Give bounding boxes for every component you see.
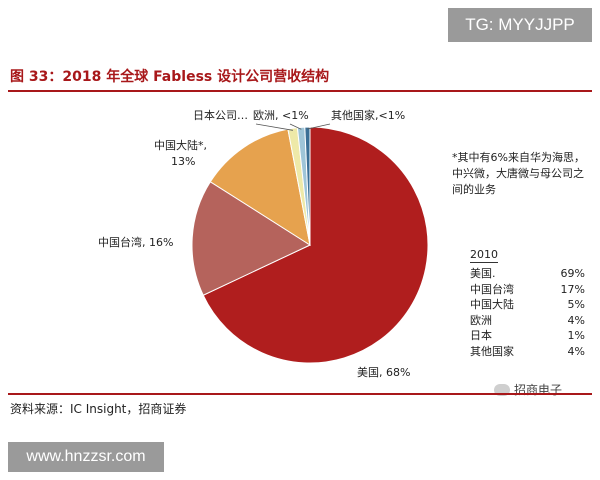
- legend-2010: 2010 美国. 69% 中国台湾 17% 中国大陆 5% 欧洲 4% 日本 1…: [470, 247, 585, 359]
- pie-slice-usa: [202, 126, 429, 364]
- slice-label-taiwan: 中国台湾, 16%: [98, 235, 173, 249]
- legend-label: 欧洲: [470, 313, 492, 327]
- legend-row: 中国台湾 17%: [470, 282, 585, 298]
- source-text: 资料来源：IC Insight，招商证券: [10, 402, 187, 416]
- slice-label-usa: 美国, 68%: [357, 366, 410, 379]
- footnote: *其中有6%来自华为海思，中兴微，大唐微与母公司之间的业务: [452, 151, 585, 196]
- legend-title: 2010: [470, 248, 498, 263]
- leader-line-europe: [289, 123, 302, 130]
- pie-slice-mainland: [209, 128, 311, 247]
- legend-value: 4%: [567, 313, 585, 327]
- legend-row: 其他国家 4%: [470, 344, 585, 360]
- slice-label-mainland-line2: 13%: [171, 155, 195, 168]
- legend-label: 其他国家: [470, 344, 514, 358]
- slice-label-japan: 日本公司…: [193, 108, 248, 122]
- watermark-logo-text: 招商电子: [514, 383, 563, 397]
- legend-row: 中国大陆 5%: [470, 297, 585, 313]
- legend-label: 日本: [470, 329, 492, 342]
- legend-label: 中国台湾: [470, 282, 514, 296]
- slice-label-mainland-line1: 中国大陆*,: [154, 138, 207, 152]
- chart-title: 图 33：2018 年全球 Fabless 设计公司营收结构: [10, 69, 330, 85]
- legend-value: 17%: [560, 282, 585, 296]
- source-divider: [8, 393, 592, 395]
- pie-slice-other: [304, 126, 311, 246]
- legend-label: 美国.: [470, 267, 496, 280]
- watermark-bottom: www.hnzzsr.com: [8, 442, 164, 472]
- legend-value: 5%: [567, 298, 585, 311]
- wechat-icon: [494, 383, 510, 396]
- legend-value: 69%: [560, 267, 585, 280]
- watermark-top: TG: MYYJJPP: [448, 8, 592, 42]
- legend-row: 美国. 69%: [470, 266, 585, 282]
- watermark-logo: 招商电子: [494, 381, 562, 398]
- legend-value: 4%: [567, 344, 585, 358]
- pie-slice-taiwan: [191, 181, 312, 296]
- slice-label-europe: 欧洲, <1%: [253, 109, 309, 122]
- legend-row: 日本 1%: [470, 328, 585, 344]
- legend-label: 中国大陆: [470, 298, 514, 311]
- leader-line-japan: [255, 123, 293, 131]
- title-divider: [8, 90, 592, 92]
- slice-label-other: 其他国家,<1%: [331, 108, 405, 122]
- legend-value: 1%: [567, 329, 585, 342]
- leader-line-other: [307, 123, 331, 130]
- legend-row: 欧洲 4%: [470, 313, 585, 329]
